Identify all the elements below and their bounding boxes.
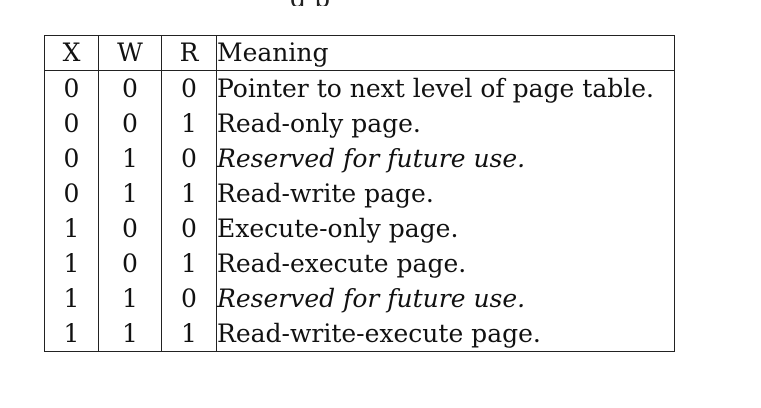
cell-w: 1 (98, 316, 162, 352)
cell-r: 1 (161, 316, 217, 352)
cell-x: 0 (44, 141, 99, 176)
cell-r: 1 (161, 246, 217, 281)
cell-r: 0 (161, 281, 217, 316)
cell-meaning: Read-write-execute page. (216, 316, 675, 352)
table-row: 1 1 0 Reserved for future use. (44, 281, 675, 316)
table-row: 0 1 1 Read-write page. (44, 176, 675, 211)
cell-w: 1 (98, 281, 162, 316)
cell-x: 1 (44, 246, 99, 281)
table-header-row: X W R Meaning (44, 35, 675, 71)
cell-meaning: Read-execute page. (216, 246, 675, 281)
cell-w: 0 (98, 106, 162, 141)
permission-bits-table: X W R Meaning 0 0 0 Pointer to next leve… (44, 35, 675, 352)
table-row: 0 1 0 Reserved for future use. (44, 141, 675, 176)
header-meaning: Meaning (216, 35, 675, 71)
table-row: 1 0 0 Execute-only page. (44, 211, 675, 246)
cell-meaning: Read-only page. (216, 106, 675, 141)
cell-r: 0 (161, 70, 217, 106)
cell-w: 0 (98, 70, 162, 106)
table-row: 0 0 0 Pointer to next level of page tabl… (44, 70, 675, 106)
cell-x: 0 (44, 176, 99, 211)
table-caption-fragment: g p (290, 0, 510, 6)
cell-meaning: Reserved for future use. (216, 281, 675, 316)
cell-x: 1 (44, 211, 99, 246)
cell-x: 1 (44, 316, 99, 352)
cell-w: 0 (98, 246, 162, 281)
cell-x: 0 (44, 70, 99, 106)
cell-r: 1 (161, 106, 217, 141)
cell-meaning: Read-write page. (216, 176, 675, 211)
cell-w: 0 (98, 211, 162, 246)
cell-w: 1 (98, 176, 162, 211)
cell-w: 1 (98, 141, 162, 176)
header-r: R (161, 35, 217, 71)
cell-x: 1 (44, 281, 99, 316)
cell-r: 0 (161, 211, 217, 246)
table-row: 1 1 1 Read-write-execute page. (44, 316, 675, 352)
cell-r: 1 (161, 176, 217, 211)
header-x: X (44, 35, 99, 71)
cell-x: 0 (44, 106, 99, 141)
cell-meaning: Execute-only page. (216, 211, 675, 246)
cell-meaning: Pointer to next level of page table. (216, 70, 675, 106)
table-row: 0 0 1 Read-only page. (44, 106, 675, 141)
cell-r: 0 (161, 141, 217, 176)
table-row: 1 0 1 Read-execute page. (44, 246, 675, 281)
header-w: W (98, 35, 162, 71)
cell-meaning: Reserved for future use. (216, 141, 675, 176)
